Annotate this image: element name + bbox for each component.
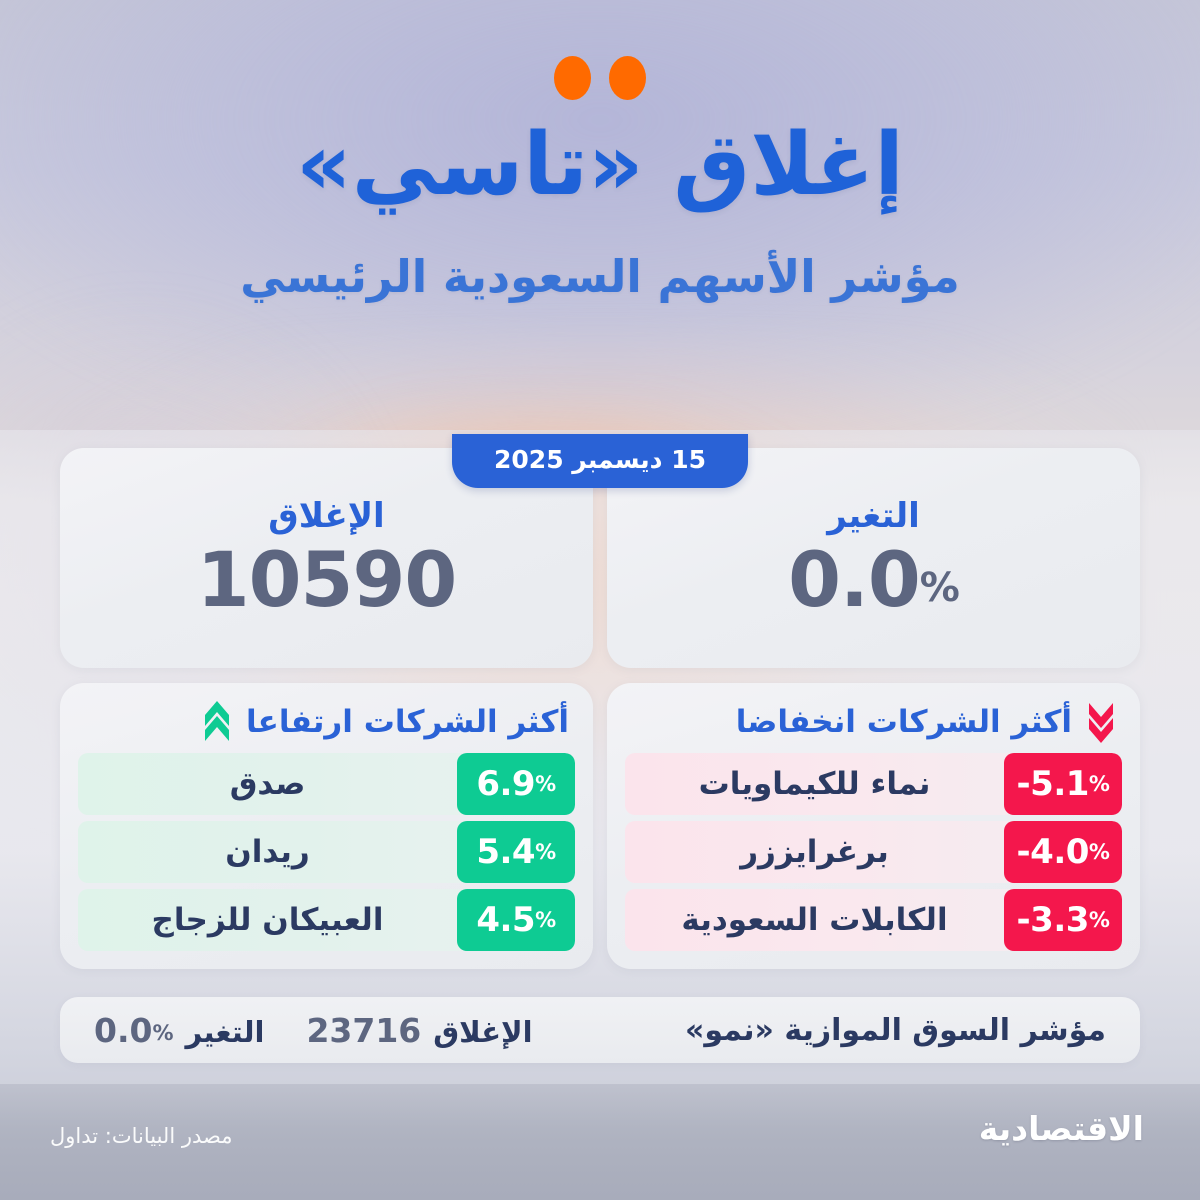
mover-change-gainer-1-suffix: % [535,772,556,796]
top-gainers-title: أكثر الشركات ارتفاعا [246,704,569,740]
nomu-close-value: 23716 [306,1010,422,1050]
mover-change-loser-1-suffix: % [1088,772,1110,796]
nomu-index-stats: الإغلاق 23716 التغير 0.0% [94,1011,533,1050]
mover-change-loser-3: -3.3% [1004,889,1122,951]
mover-change-loser-2-number: -4.0 [1016,832,1090,872]
mover-name-loser-1: نماء للكيماويات [698,766,931,802]
mover-row-gainer-2: 5.4% ريدان [78,821,575,883]
data-source-note: مصدر البيانات: تداول [50,1124,233,1148]
double-chevron-up-icon [202,701,232,743]
nomu-close-label: الإغلاق [433,1014,533,1049]
mover-change-gainer-3: 4.5% [457,889,575,951]
quote-dot-left [554,56,591,100]
stat-label-close: الإغلاق [268,496,385,537]
stat-value-change: 0.0% [788,540,960,620]
mover-change-loser-2: -4.0% [1004,821,1122,883]
stat-value-change-number: 0.0 [788,535,921,625]
mover-change-loser-2-suffix: % [1088,840,1110,864]
quote-dots-icon [554,56,646,100]
mover-name-loser-3: الكابلات السعودية [681,902,948,938]
mover-change-gainer-2-number: 5.4 [476,832,536,872]
mover-change-loser-1-number: -5.1 [1016,764,1090,804]
movers-row: أكثر الشركات انخفاضا -5.1% نماء للكيماوي… [60,683,1140,969]
page-subtitle: مؤشر الأسهم السعودية الرئيسي [240,250,960,303]
quote-dot-right [609,56,646,100]
mover-change-gainer-2-suffix: % [535,840,556,864]
date-badge: 15 ديسمبر 2025 [452,434,748,488]
nomu-change-number: 0.0 [94,1010,153,1050]
mover-name-gainer-2: ريدان [225,834,310,870]
top-gainers-panel: أكثر الشركات ارتفاعا 6.9% صدق 5.4% ريدان… [60,683,593,969]
double-chevron-down-icon [1086,701,1116,743]
top-losers-title: أكثر الشركات انخفاضا [735,704,1072,740]
mover-change-loser-3-suffix: % [1088,908,1110,932]
mover-change-gainer-2: 5.4% [457,821,575,883]
mover-row-loser-1: -5.1% نماء للكيماويات [625,753,1122,815]
nomu-close-stat: الإغلاق 23716 [306,1011,532,1050]
nomu-change-suffix: % [152,1020,174,1045]
mover-change-loser-1: -5.1% [1004,753,1122,815]
stat-value-change-suffix: % [919,565,960,612]
mover-change-gainer-1-number: 6.9 [476,764,536,804]
nomu-index-bar: مؤشر السوق الموازية «نمو» الإغلاق 23716 … [60,997,1140,1063]
nomu-change-value: 0.0% [94,1011,174,1050]
mover-row-gainer-3: 4.5% العبيكان للزجاج [78,889,575,951]
mover-row-gainer-1: 6.9% صدق [78,753,575,815]
mover-row-loser-2: -4.0% برغرايززر [625,821,1122,883]
top-losers-panel: أكثر الشركات انخفاضا -5.1% نماء للكيماوي… [607,683,1140,969]
page-title: إغلاق «تاسي» [296,115,905,215]
mover-change-gainer-3-number: 4.5 [476,900,536,940]
mover-name-gainer-1: صدق [229,766,306,802]
top-gainers-header: أكثر الشركات ارتفاعا [78,699,575,753]
nomu-change-stat: التغير 0.0% [94,1011,264,1050]
mover-change-gainer-1: 6.9% [457,753,575,815]
mover-row-loser-3: -3.3% الكابلات السعودية [625,889,1122,951]
stat-value-close: 10590 [196,535,457,625]
nomu-index-title: مؤشر السوق الموازية «نمو» [684,1012,1106,1048]
mover-change-loser-3-number: -3.3 [1016,900,1090,940]
top-losers-header: أكثر الشركات انخفاضا [625,699,1122,753]
nomu-change-label: التغير [185,1014,265,1049]
brand-logo: الاقتصادية [978,1109,1144,1148]
mover-name-loser-2: برغرايززر [740,834,889,870]
footer-band [0,1084,1200,1200]
stat-label-change: التغير [827,496,920,537]
mover-name-gainer-3: العبيكان للزجاج [151,902,384,938]
mover-change-gainer-3-suffix: % [535,908,556,932]
